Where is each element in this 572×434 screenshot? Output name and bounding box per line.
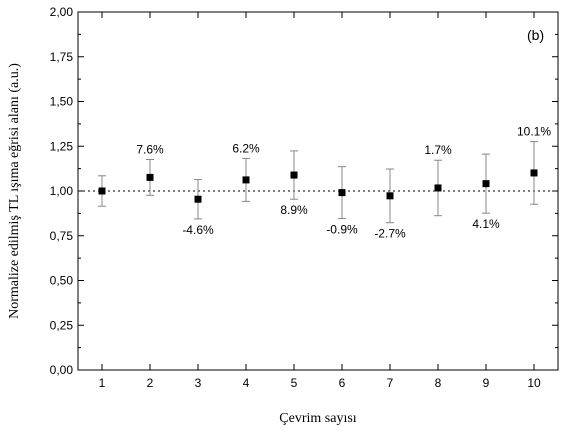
percent-label: 10.1%: [517, 125, 551, 139]
panel-label: (b): [527, 27, 544, 43]
data-point: [290, 171, 298, 179]
data-point: [482, 180, 490, 188]
x-tick-label: 2: [147, 376, 154, 390]
percent-label: 1.7%: [424, 143, 452, 157]
x-tick-label: 10: [527, 376, 541, 390]
data-points: [98, 169, 538, 203]
y-tick-label: 0,25: [50, 318, 74, 332]
percent-labels: 7.6% -4.6% 6.2% 8.9% -0.9% -2.7% 1.7% 4.1% 10.1%: [136, 125, 551, 241]
x-tick-label: 8: [435, 376, 442, 390]
x-tick-label: 6: [339, 376, 346, 390]
percent-label: 4.1%: [472, 217, 500, 231]
y-tick-label: 1,25: [50, 139, 74, 153]
x-tick-label: 3: [195, 376, 202, 390]
y-tick-label: 1,00: [50, 184, 74, 198]
data-point: [194, 195, 202, 203]
y-tick-label: 1,50: [50, 95, 74, 109]
error-bars: [98, 141, 538, 224]
y-tick-label: 0,75: [50, 229, 74, 243]
x-axis: 1 2 3 4 5 6 7 8 9 10: [99, 12, 541, 390]
data-point: [338, 189, 346, 197]
x-tick-label: 5: [291, 376, 298, 390]
percent-label: 7.6%: [136, 142, 164, 156]
y-tick-label: 0,00: [50, 363, 74, 377]
y-axis: 0,00 0,25 0,50 0,75 1,00 1,25 1,50 1,75 2,00: [50, 5, 558, 377]
x-tick-label: 4: [243, 376, 250, 390]
percent-label: 6.2%: [232, 141, 260, 155]
y-tick-label: 0,50: [50, 274, 74, 288]
percent-label: -2.7%: [374, 227, 406, 241]
x-tick-label: 7: [387, 376, 394, 390]
y-tick-label: 1,75: [50, 50, 74, 64]
percent-label: 8.9%: [280, 203, 308, 217]
data-point: [242, 176, 250, 184]
x-tick-label: 1: [99, 376, 106, 390]
x-axis-title: Çevrim sayısı: [279, 411, 356, 426]
data-point: [434, 184, 442, 192]
x-tick-label: 9: [483, 376, 490, 390]
data-point: [386, 192, 394, 200]
percent-label: -4.6%: [182, 223, 214, 237]
y-tick-label: 2,00: [50, 5, 74, 19]
y-axis-title: Normalize edilmiş TL ışıma eğrisi alanı …: [7, 63, 22, 319]
percent-label: -0.9%: [326, 223, 358, 237]
data-point: [98, 187, 106, 195]
data-point: [530, 169, 538, 177]
data-point: [146, 173, 154, 181]
